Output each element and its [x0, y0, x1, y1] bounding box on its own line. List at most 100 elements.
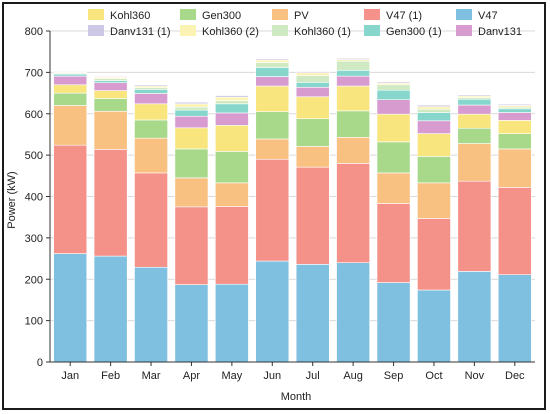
bar-segment — [255, 67, 290, 77]
bar-segment — [53, 84, 88, 94]
bar-segment — [457, 143, 492, 182]
bar-segment — [295, 166, 330, 265]
legend-label: Gen300 — [202, 10, 241, 22]
bar-segment — [53, 144, 88, 254]
bar-segment — [417, 156, 451, 184]
legend-swatch — [272, 25, 288, 36]
bar-segment — [295, 118, 330, 147]
bar-segment — [174, 284, 209, 363]
bar-segment — [336, 58, 370, 60]
bar-segment — [174, 177, 209, 208]
bar-segment — [376, 84, 411, 91]
bar-segment — [295, 264, 330, 363]
bar-segment — [174, 106, 209, 111]
bar-segment — [93, 98, 128, 112]
legend-label: Danv131 — [478, 26, 522, 38]
bar-segment — [295, 75, 330, 83]
bar-segment — [134, 84, 168, 87]
y-tick-label: 100 — [25, 316, 43, 328]
bar-segment — [134, 137, 168, 174]
y-tick-label: 800 — [25, 26, 43, 38]
bar-segment — [93, 82, 128, 91]
bar-segment — [336, 85, 370, 112]
bar-segment — [457, 98, 492, 106]
x-axis-title: Month — [281, 391, 312, 403]
bar-segment — [215, 182, 249, 207]
bar-segment — [215, 95, 249, 98]
bar-segment — [134, 266, 168, 363]
bar-segment — [417, 112, 451, 122]
bar-segment — [417, 182, 451, 219]
x-tick-label: Apr — [183, 370, 200, 382]
bar-segment — [93, 255, 128, 363]
bar-segment — [497, 148, 532, 188]
bar-segment — [336, 163, 370, 263]
bar-segment — [255, 59, 290, 63]
bar-segment — [336, 137, 370, 164]
bar-segment — [417, 108, 451, 113]
bar-segment — [457, 180, 492, 272]
bar-segment — [174, 127, 209, 150]
legend-label: V47 (1) — [386, 10, 422, 22]
x-tick-label: Sep — [384, 370, 404, 382]
x-tick-label: May — [221, 370, 242, 382]
legend-label: Kohl360 (2) — [202, 26, 259, 38]
axes: 0 100 200 300 400 500 600 700 800 Jan Feb Mar Apr May… — [25, 26, 535, 382]
bar-segment — [457, 113, 492, 129]
bar-segment — [174, 101, 209, 105]
bar-segment — [215, 206, 249, 285]
legend-swatch — [272, 9, 288, 20]
bar-segment — [215, 100, 249, 105]
bar-segment — [255, 76, 290, 87]
bar-segment — [457, 127, 492, 144]
x-tick-label: Nov — [465, 370, 485, 382]
bar-segment — [93, 149, 128, 257]
bar-segment — [134, 172, 168, 268]
bar-segment — [53, 253, 88, 363]
x-tick-label: Dec — [505, 370, 525, 382]
legend-swatch — [180, 9, 196, 20]
bar-segment — [215, 103, 249, 114]
bar-segment — [93, 76, 128, 78]
bars — [53, 58, 532, 363]
x-tick-label: Aug — [343, 370, 363, 382]
legend-label: Kohl360 — [110, 10, 150, 22]
bar-segment — [376, 113, 411, 143]
bar-segment — [215, 112, 249, 126]
bar-segment — [376, 141, 411, 174]
bar-segment — [497, 274, 532, 363]
bar-segment — [417, 218, 451, 291]
y-tick-label: 0 — [37, 357, 43, 369]
bar-segment — [336, 60, 370, 71]
legend-label: Danv131 (1) — [110, 26, 171, 38]
bar-segment — [497, 120, 532, 134]
bar-segment — [376, 99, 411, 115]
bar-segment — [174, 115, 209, 129]
bar-segment — [174, 109, 209, 117]
bar-segment — [93, 90, 128, 99]
bar-segment — [457, 271, 492, 363]
y-tick-label: 300 — [25, 233, 43, 245]
bar-segment — [255, 260, 290, 363]
legend-swatch — [88, 25, 104, 36]
legend-label: PV — [294, 10, 309, 22]
bar-segment — [336, 70, 370, 77]
bar-segment — [93, 80, 128, 84]
bar-segment — [53, 92, 88, 106]
bar-segment — [295, 82, 330, 88]
bar-segment — [134, 89, 168, 94]
bar-segment — [457, 104, 492, 115]
bar-segment — [255, 62, 290, 68]
bar-segment — [53, 75, 88, 86]
bar-segment — [215, 283, 249, 363]
bar-segment — [336, 75, 370, 87]
bar-segment — [215, 96, 249, 101]
bar-segment — [336, 262, 370, 363]
bar-segment — [134, 119, 168, 139]
legend-label: V47 — [478, 10, 498, 22]
y-tick-label: 500 — [25, 150, 43, 162]
bar-segment — [497, 112, 532, 121]
bar-segment — [255, 158, 290, 262]
bar-segment — [53, 71, 88, 73]
